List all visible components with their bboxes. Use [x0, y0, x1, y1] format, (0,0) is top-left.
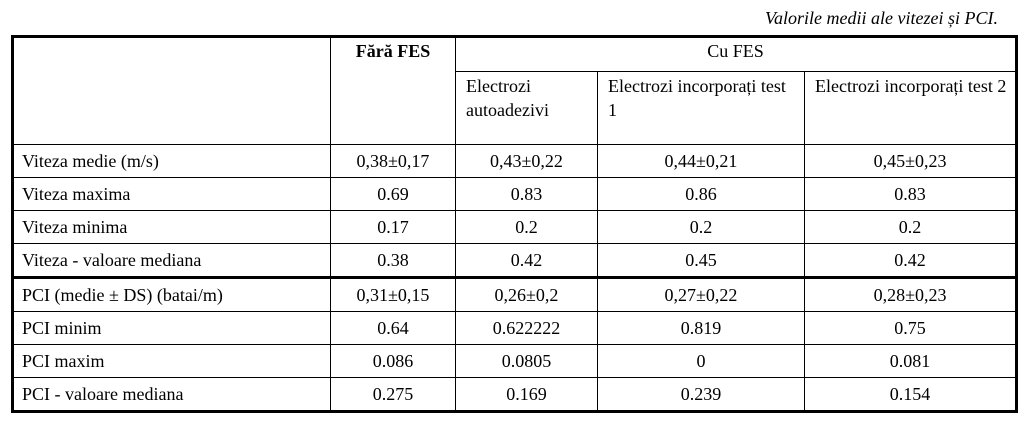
row-label: PCI maxim: [12, 344, 331, 378]
header-cu-fes: Cu FES: [454, 36, 1018, 72]
table-cell: 0.086: [330, 344, 456, 378]
table-cell: 0.2: [803, 210, 1018, 244]
row-label: Viteza medie (m/s): [12, 144, 331, 178]
row-label: PCI - valoare mediana: [12, 377, 331, 412]
table-cell: 0,31±0,15: [330, 276, 456, 312]
header-sub-autoadezivi: Electrozi autoadezivi: [455, 71, 598, 145]
table-row: PCI maxim 0.086 0.0805 0 0.081: [12, 344, 1018, 378]
table-cell: 0.2: [597, 210, 805, 244]
table-cell: 0,44±0,21: [597, 144, 805, 178]
row-label: Viteza maxima: [12, 177, 331, 211]
table-cell: 0.83: [803, 177, 1018, 211]
header-sub-test-2: Electrozi incorporați test 2: [803, 71, 1018, 145]
table-cell: 0.239: [597, 377, 805, 412]
table-cell: 0,43±0,22: [455, 144, 598, 178]
table-row: PCI (medie ± DS) (batai/m) 0,31±0,15 0,26±…: [12, 276, 1018, 312]
table-cell: 0.2: [455, 210, 598, 244]
table-cell: 0,45±0,23: [803, 144, 1018, 178]
header-corner-cell: [12, 36, 331, 145]
results-table: Fără FES Cu FES Electrozi autoadezivi El…: [11, 35, 1019, 413]
table-cell: 0,28±0,23: [803, 276, 1018, 312]
table-caption: Valorile medii ale vitezei și PCI.: [765, 8, 998, 28]
table-cell: 0.64: [330, 311, 456, 345]
header-row-top: Fără FES Cu FES: [12, 36, 1018, 145]
header-sub-test-1: Electrozi incorporați test 1: [597, 71, 805, 145]
table-cell: 0,27±0,22: [597, 276, 805, 312]
table-cell: 0.819: [597, 311, 805, 345]
row-label: PCI (medie ± DS) (batai/m): [12, 276, 331, 312]
header-fara-fes: Fără FES: [330, 36, 456, 145]
header-row-sub: Electrozi autoadezivi Electrozi incorpor…: [13, 71, 1018, 145]
table-cell: 0.86: [597, 177, 805, 211]
table-cell: 0.275: [330, 377, 456, 412]
table-cell: 0.17: [330, 210, 456, 244]
table-cell: 0.45: [597, 243, 805, 278]
table-cell: 0.0805: [455, 344, 598, 378]
table-row: Viteza - valoare mediana 0.38 0.42 0.45 0.42: [12, 243, 1018, 278]
table-row: Viteza medie (m/s) 0,38±0,17 0,43±0,22 0,44…: [12, 144, 1018, 178]
table-cell: 0.081: [803, 344, 1018, 378]
table-cell: 0.169: [455, 377, 598, 412]
row-label: Viteza - valoare mediana: [12, 243, 331, 278]
table-row: PCI - valoare mediana 0.275 0.169 0.239 0.15…: [12, 377, 1018, 412]
table-cell: 0,38±0,17: [330, 144, 456, 178]
table-cell: 0.83: [455, 177, 598, 211]
table-cell: 0,26±0,2: [455, 276, 598, 312]
table-row: PCI minim 0.64 0.622222 0.819 0.75: [12, 311, 1018, 345]
table-cell: 0.75: [803, 311, 1018, 345]
table-cell: 0.154: [803, 377, 1018, 412]
table-cell: 0.42: [803, 243, 1018, 278]
table-cell: 0.622222: [455, 311, 598, 345]
row-label: Viteza minima: [12, 210, 331, 244]
table-cell: 0.38: [330, 243, 456, 278]
table-cell: 0: [597, 344, 805, 378]
row-label: PCI minim: [12, 311, 331, 345]
table-cell: 0.69: [330, 177, 456, 211]
table-cell: 0.42: [455, 243, 598, 278]
table-row: Viteza minima 0.17 0.2 0.2 0.2: [12, 210, 1018, 244]
table-row: Viteza maxima 0.69 0.83 0.86 0.83: [12, 177, 1018, 211]
